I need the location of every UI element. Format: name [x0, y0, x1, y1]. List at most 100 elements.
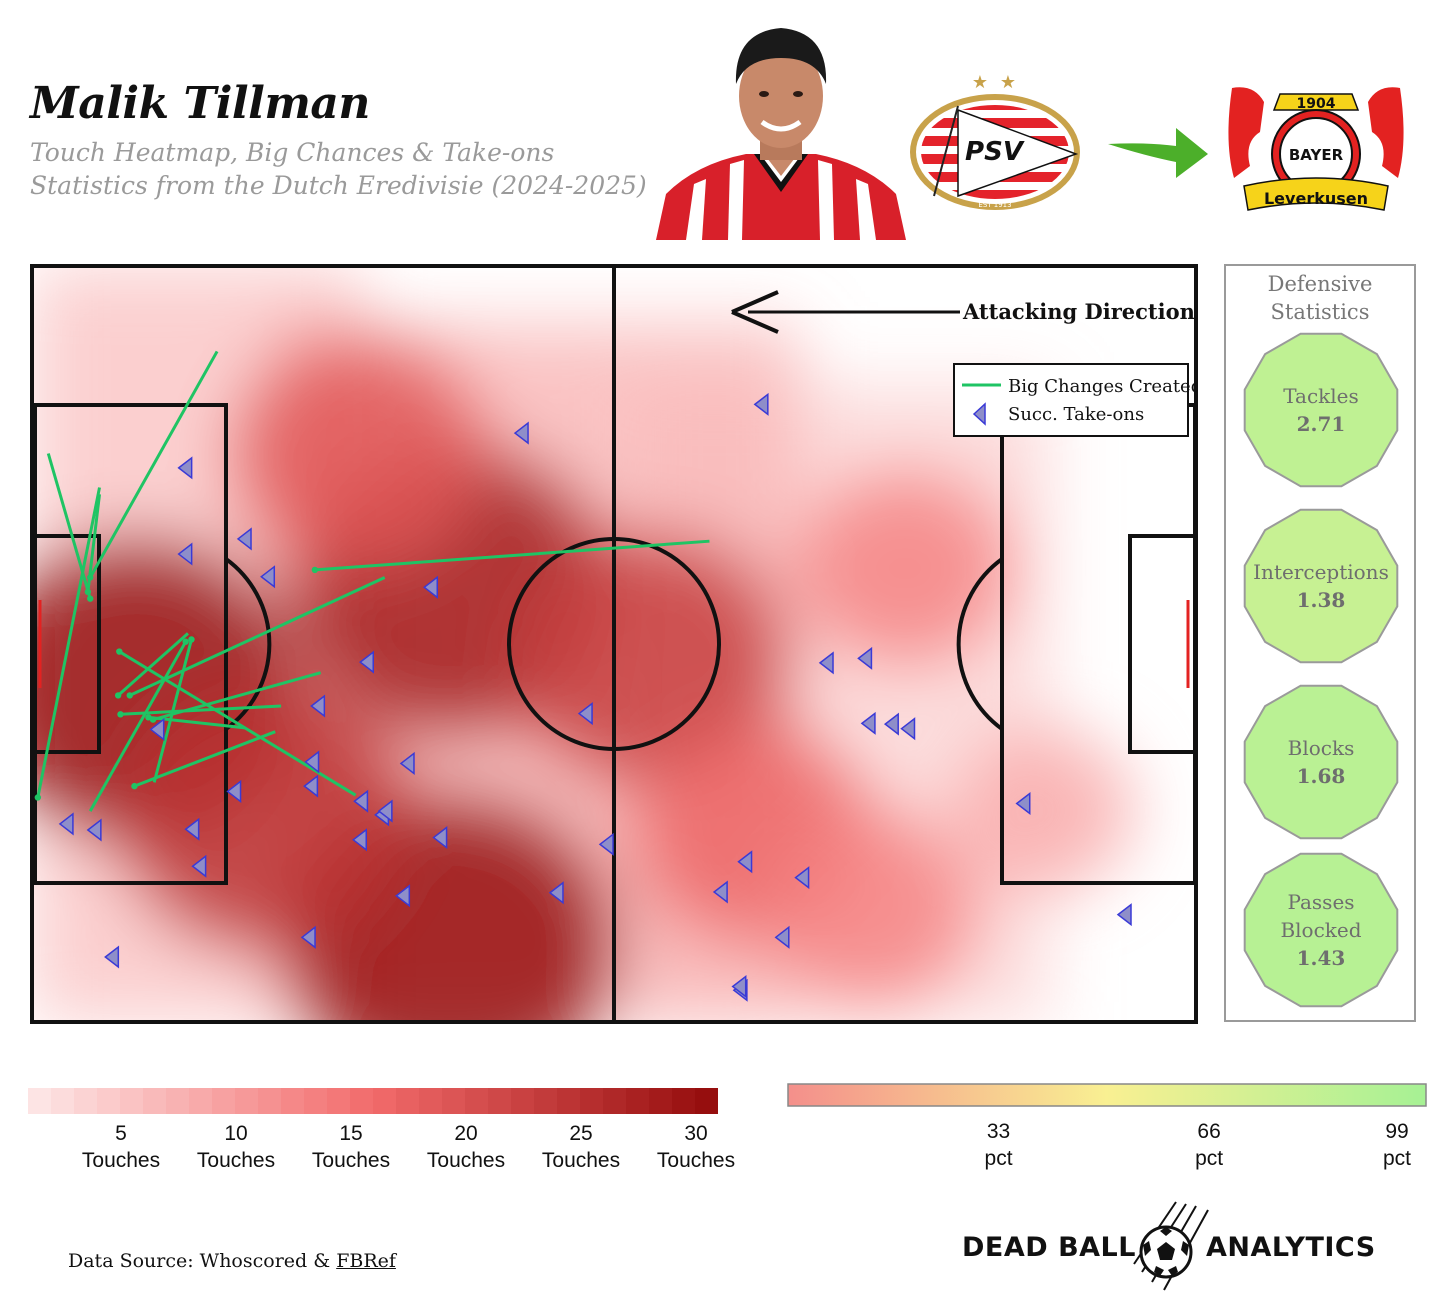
svg-text:★: ★ [972, 72, 988, 93]
heatmap-hotspot [764, 812, 976, 1005]
legend-take-ons-label: Succ. Take-ons [1008, 404, 1144, 425]
big-chance-origin [114, 692, 122, 699]
heatmap-hotspot [232, 341, 484, 569]
colorbar-segment [327, 1088, 351, 1114]
take-on-marker [149, 717, 165, 741]
stat-label: Blocks [1287, 736, 1355, 760]
big-chance-origin [149, 716, 157, 723]
colorbar-segment [419, 1088, 443, 1114]
big-chance-origin [87, 595, 94, 602]
bayer-year-text: 1904 [1297, 96, 1336, 112]
take-on-marker [860, 711, 876, 735]
big-chance-origin [188, 636, 195, 643]
touches-colorbar [28, 1088, 718, 1114]
touches-tick-value: 20 [454, 1122, 478, 1145]
big-chance-origin [182, 638, 189, 645]
stat-badge-polygon [1243, 852, 1399, 1008]
big-chance-pass [88, 640, 187, 812]
transfer-arrow-icon [1108, 128, 1208, 178]
take-on-marker [737, 850, 753, 874]
touches-tick-label: 20 Touches [411, 1120, 521, 1174]
colorbar-segment [166, 1088, 190, 1114]
defensive-statistics-panel: Defensive Statistics Tackles 2.71 Intercep… [1224, 264, 1416, 1022]
take-on-marker [598, 832, 614, 856]
take-on-marker [774, 925, 790, 949]
take-on-marker [513, 421, 529, 445]
touches-tick-value: 25 [569, 1122, 593, 1145]
percentile-tick-value: 99 [1385, 1120, 1409, 1143]
big-chance-pass [88, 350, 219, 579]
take-on-marker [304, 750, 320, 774]
brand-logo: DEAD BALL ANALYTICS [960, 1200, 1390, 1292]
stat-value: 2.71 [1296, 412, 1346, 436]
colorbar-segment [235, 1088, 259, 1114]
touches-tick-value: 30 [684, 1122, 708, 1145]
bayer-city-text: Leverkusen [1264, 189, 1368, 208]
defensive-stat-card: Passes Blocked 1.43 [1241, 850, 1401, 1010]
big-chance-origin [84, 588, 92, 596]
colorbar-segment [143, 1088, 167, 1114]
colorbar-segment [97, 1088, 121, 1114]
take-on-marker [1015, 791, 1031, 816]
colorbar-segment [396, 1088, 420, 1114]
big-chance-origin [34, 794, 42, 801]
big-chance-origin [311, 566, 319, 574]
take-on-marker [377, 799, 393, 823]
take-on-marker [432, 826, 448, 850]
colorbar-segment [258, 1088, 282, 1114]
colorbar-segment [626, 1088, 650, 1114]
touches-tick-unit: Touches [196, 1149, 276, 1172]
big-chance-origin [87, 574, 94, 581]
take-on-marker [310, 694, 326, 718]
pitch-legend: Big Changes Created Succ. Take-ons [953, 363, 1198, 437]
take-on-marker [260, 565, 276, 589]
take-on-marker [226, 779, 242, 803]
big-chance-pass [148, 715, 246, 730]
colorbar-segment [534, 1088, 558, 1114]
touches-tick-unit: Touches [426, 1149, 506, 1172]
stat-badge-polygon [1243, 508, 1399, 664]
percentile-tick-label: 66 pct [1154, 1118, 1264, 1172]
touches-tick-value: 15 [339, 1122, 363, 1145]
colorbar-segment [511, 1088, 535, 1114]
subtitle-line-1: Touch Heatmap, Big Chances & Take-ons [30, 138, 555, 167]
colorbar-segment [465, 1088, 489, 1114]
colorbar-segment [28, 1088, 52, 1114]
bayer-cross-text: BAYER [1289, 146, 1344, 164]
colorbar-segment [672, 1088, 696, 1114]
take-on-marker [177, 456, 193, 480]
take-on-marker [900, 717, 916, 741]
big-chance-origin [116, 648, 123, 655]
stat-badge-shape [1243, 332, 1399, 488]
take-on-marker [395, 884, 411, 908]
take-on-marker [857, 646, 873, 670]
take-on-marker [399, 751, 415, 775]
data-source-link[interactable]: FBRef [336, 1250, 396, 1272]
take-on-marker [352, 828, 367, 852]
colorbar-segment [350, 1088, 374, 1114]
take-on-marker [177, 542, 193, 566]
percentile-tick-unit: pct [1382, 1147, 1411, 1170]
take-on-marker [548, 881, 564, 905]
colorbar-segment [695, 1088, 718, 1114]
defensive-stat-card: Tackles 2.71 [1241, 330, 1401, 490]
colorbar-segment [74, 1088, 98, 1114]
bayer-leverkusen-logo: 1904 BAYER Leverkusen [1228, 87, 1404, 211]
player-photo [656, 28, 906, 240]
stat-badge-polygon [1243, 332, 1399, 488]
touches-tick-value: 5 [115, 1122, 127, 1145]
take-on-marker [191, 854, 207, 878]
legend-big-chances-label: Big Changes Created [1008, 376, 1198, 397]
take-on-marker [184, 817, 200, 841]
soccer-ball-icon [1133, 1201, 1209, 1291]
defensive-statistics-title: Defensive Statistics [1226, 270, 1414, 326]
stat-label: Tackles [1283, 384, 1359, 408]
stat-badge-shape [1243, 508, 1399, 664]
brand-word-right: ANALYTICS [1206, 1232, 1376, 1263]
touches-tick-label: 15 Touches [296, 1120, 406, 1174]
stat-label-line-2: Blocked [1280, 918, 1362, 942]
big-chance-pass [36, 487, 101, 798]
page-title: Malik Tillman [30, 78, 370, 129]
take-on-marker [236, 527, 252, 551]
take-on-marker [423, 575, 439, 599]
